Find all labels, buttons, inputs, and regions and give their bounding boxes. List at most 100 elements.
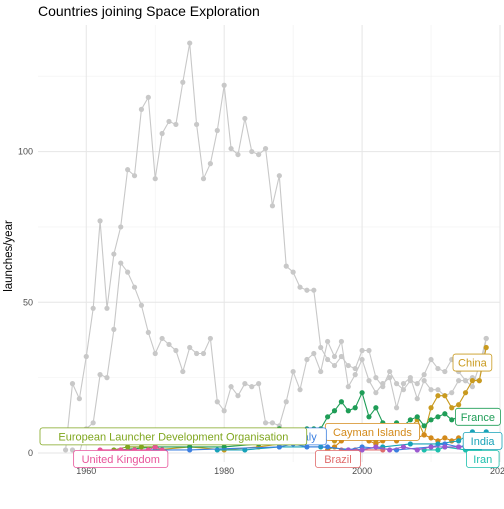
series-0-point xyxy=(331,362,338,369)
series-label-group: European Launcher Development Organisati… xyxy=(39,427,308,446)
series-0-point xyxy=(352,365,358,372)
series-0-point xyxy=(345,362,351,369)
series-label-box xyxy=(452,353,493,372)
united-kingdom-point xyxy=(152,444,158,450)
x-tick-label: 1960 xyxy=(76,466,96,476)
france-point xyxy=(325,414,331,420)
series-1-point xyxy=(249,384,255,390)
series-0-point xyxy=(428,356,434,363)
series-1-point xyxy=(462,378,469,384)
series-0-point xyxy=(159,130,165,137)
series-0-point xyxy=(145,94,151,100)
series-0-point xyxy=(256,151,262,158)
china-point xyxy=(469,378,476,384)
series-1-point xyxy=(145,329,151,336)
series-1-point xyxy=(159,335,165,342)
series-0-point xyxy=(242,115,248,122)
series-1-point xyxy=(359,356,365,363)
series-1-point xyxy=(483,335,489,342)
series-0-point xyxy=(104,305,110,311)
series-1-point xyxy=(235,393,241,399)
x-tick-label: 1980 xyxy=(214,466,234,476)
series-1-point xyxy=(435,387,441,393)
series-1-point xyxy=(283,399,289,405)
series-11-point xyxy=(359,447,365,453)
series-1-point xyxy=(325,338,331,345)
france-point xyxy=(345,408,351,414)
france-point xyxy=(338,399,345,405)
series-0-point xyxy=(69,381,76,387)
series-0-point xyxy=(269,203,276,209)
series-label: India xyxy=(471,436,496,448)
cayman-islands-point xyxy=(442,435,448,441)
italy-point xyxy=(276,444,282,450)
series-1-point xyxy=(449,390,455,396)
series-0-point xyxy=(62,447,69,453)
series-0-point xyxy=(366,347,372,354)
series-label-box xyxy=(466,450,500,468)
series-0-point xyxy=(338,353,345,360)
cayman-islands-point xyxy=(449,438,455,444)
india-point xyxy=(456,438,462,444)
series-1-point xyxy=(256,381,262,387)
series-0-point xyxy=(111,251,117,257)
series-0-point xyxy=(138,106,145,112)
series-0-point xyxy=(228,145,234,152)
china-point xyxy=(428,405,434,411)
series-0-point xyxy=(283,263,289,269)
series-label-box xyxy=(462,432,503,450)
series-1-point xyxy=(387,375,393,381)
series-1-point xyxy=(338,338,345,345)
series-1-point xyxy=(90,420,96,426)
series-0-point xyxy=(442,368,448,375)
chart-title: Countries joining Space Exploration xyxy=(38,3,260,19)
series-0-point xyxy=(290,269,296,275)
india-point xyxy=(407,441,413,447)
series-0-point xyxy=(297,284,303,290)
series-0-point xyxy=(131,173,138,179)
france-point xyxy=(331,408,338,414)
italy-point xyxy=(304,444,310,450)
series-0-point xyxy=(214,127,220,134)
series-0-point xyxy=(373,375,379,381)
series-1-point xyxy=(214,399,220,405)
series-label-group: China xyxy=(452,353,493,372)
series-11-point xyxy=(387,447,393,453)
china-point xyxy=(456,402,462,408)
series-label-box xyxy=(455,407,501,426)
series-label: China xyxy=(458,358,488,370)
series-1-point xyxy=(290,368,296,375)
series-label-group: Brazil xyxy=(315,450,361,468)
series-label-box xyxy=(39,427,308,446)
series-1-point xyxy=(131,284,138,290)
china-point xyxy=(462,390,469,396)
grid-layer xyxy=(38,25,501,462)
series-label: Cayman Islands xyxy=(333,427,412,439)
series-0-point xyxy=(76,396,82,402)
series-0-point xyxy=(125,167,131,173)
european-launcher-development-organisation-point xyxy=(125,444,131,450)
china-point xyxy=(435,393,441,399)
france-point xyxy=(366,414,372,420)
series-0-point xyxy=(193,121,200,128)
series-0-point xyxy=(221,82,227,88)
series-label-box xyxy=(315,450,361,468)
series-1-point xyxy=(262,420,269,426)
series-1-point xyxy=(331,353,338,360)
series-1-point xyxy=(193,350,200,357)
series-0-point xyxy=(83,353,89,360)
series-label: United Kingdom xyxy=(82,454,160,466)
series-0-point xyxy=(262,145,269,152)
series-0-point xyxy=(173,121,179,128)
series-11-point xyxy=(414,447,420,453)
series-1-point xyxy=(166,341,172,348)
series-1-point xyxy=(111,326,117,332)
series-1-point xyxy=(318,368,324,375)
india-point xyxy=(214,447,220,453)
series-0-point xyxy=(152,176,158,182)
france-point xyxy=(442,411,448,417)
series-1-point xyxy=(421,378,427,384)
series-0-point xyxy=(387,368,393,375)
series-label: Brazil xyxy=(324,454,352,466)
series-0-point xyxy=(249,148,255,155)
